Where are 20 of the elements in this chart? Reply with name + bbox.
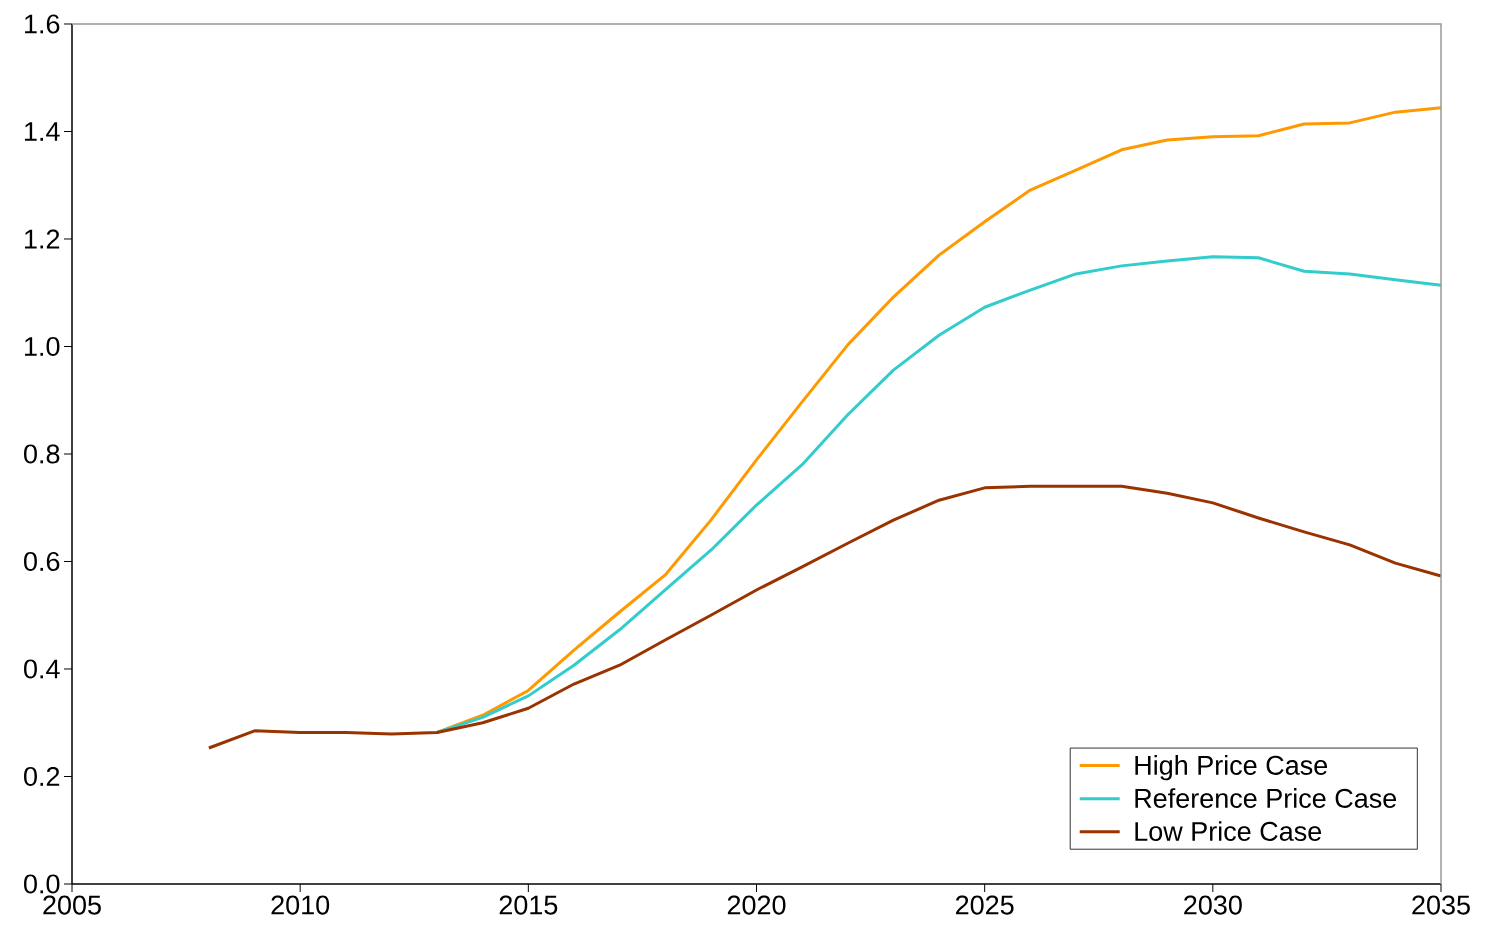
x-tick-label: 2030 — [1184, 895, 1242, 915]
y-tick-label: 1.2 — [25, 229, 60, 249]
legend-label: High Price Case — [1135, 755, 1328, 781]
y-tick-label: 0.6 — [24, 551, 60, 572]
legend-label: Low Price Case — [1135, 821, 1322, 841]
x-tick-label: 2010 — [271, 895, 330, 915]
y-tick-label: 0.8 — [24, 444, 60, 464]
x-tick-label: 2005 — [43, 895, 101, 915]
y-tick-label: 0.0 — [24, 874, 60, 894]
x-tick-label: 2025 — [956, 895, 1014, 915]
y-tick-label: 0.4 — [24, 659, 60, 679]
y-tick-label: 1.0 — [25, 336, 60, 357]
y-tick-label: 1.6 — [25, 14, 60, 34]
y-tick-label: 0.2 — [24, 766, 60, 787]
x-tick-label: 2035 — [1412, 895, 1470, 915]
x-tick-label: 2015 — [499, 895, 558, 915]
legend-label: Reference Price Case — [1135, 788, 1397, 808]
x-tick-label: 2020 — [727, 895, 786, 915]
y-tick-label: 1.4 — [25, 122, 60, 141]
line-series — [435, 255, 1443, 734]
